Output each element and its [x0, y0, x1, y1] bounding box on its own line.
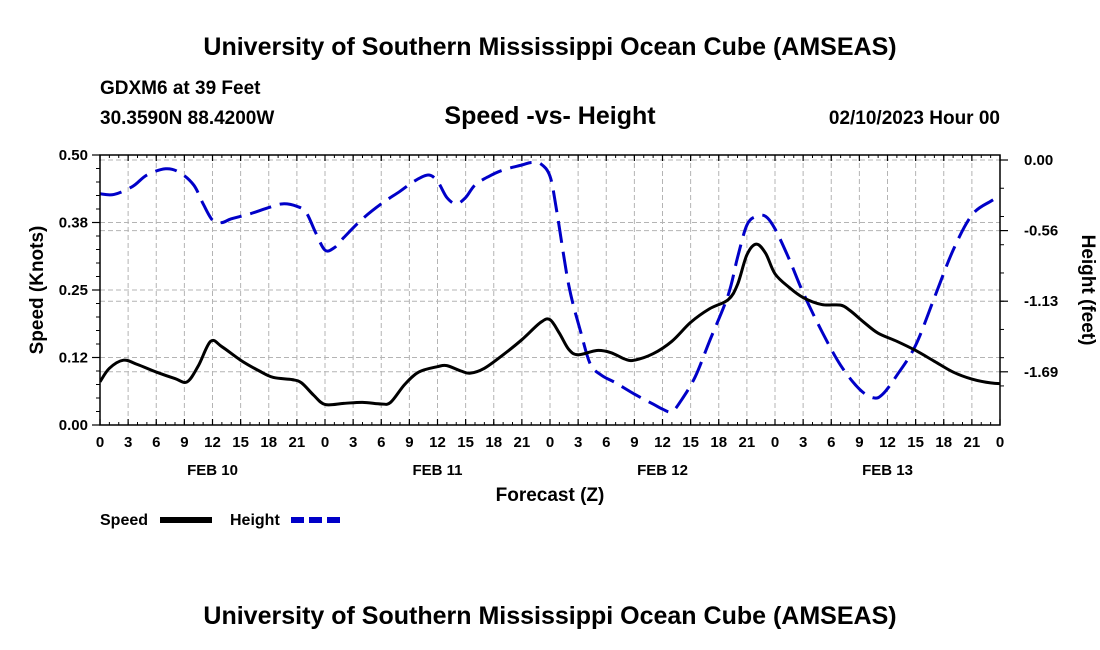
x-tick-label: 12	[879, 434, 896, 451]
x-tick-label: 0	[771, 434, 779, 451]
x-tick-label: 18	[935, 434, 952, 451]
chart-header-title: University of Southern Mississippi Ocean…	[203, 33, 896, 61]
x-tick-label: 12	[429, 434, 446, 451]
y2-tick-label: -1.69	[1024, 364, 1058, 381]
day-label: FEB 11	[412, 462, 462, 479]
x-tick-label: 12	[204, 434, 221, 451]
legend-speed-label: Speed	[100, 512, 148, 529]
x-tick-label: 15	[232, 434, 249, 451]
x-tick-label: 21	[289, 434, 306, 451]
day-label: FEB 12	[637, 462, 688, 479]
x-tick-label: 9	[630, 434, 638, 451]
x-axis-label: Forecast (Z)	[496, 485, 605, 506]
x-tick-label: 6	[152, 434, 160, 451]
x-tick-label: 0	[321, 434, 329, 451]
legend-height-label: Height	[230, 512, 280, 529]
y-tick-label: 0.50	[59, 147, 88, 164]
x-tick-label: 18	[485, 434, 502, 451]
x-tick-label: 6	[602, 434, 610, 451]
day-label: FEB 13	[862, 462, 913, 479]
y-tick-label: 0.38	[59, 215, 88, 232]
y-tick-label: 0.25	[59, 282, 88, 299]
x-tick-label: 9	[855, 434, 863, 451]
x-tick-label: 9	[405, 434, 413, 451]
x-tick-label: 3	[349, 434, 357, 451]
x-tick-label: 6	[827, 434, 835, 451]
x-tick-label: 0	[996, 434, 1004, 451]
y2-axis-label: Height (feet)	[1077, 235, 1098, 346]
y-tick-label: 0.12	[59, 350, 88, 367]
grid-lines	[100, 155, 1000, 425]
x-tick-label: 15	[907, 434, 924, 451]
x-tick-label: 3	[799, 434, 807, 451]
x-tick-label: 12	[654, 434, 671, 451]
x-tick-label: 18	[710, 434, 727, 451]
x-tick-label: 15	[457, 434, 474, 451]
y-axis-label: Speed (Knots)	[27, 226, 48, 355]
station-label: GDXM6 at 39 Feet	[100, 78, 261, 99]
series-layer	[100, 160, 1000, 414]
y2-tick-label: -0.56	[1024, 223, 1058, 240]
x-tick-label: 9	[180, 434, 188, 451]
y2-tick-label: 0.00	[1024, 152, 1053, 169]
x-tick-label: 3	[574, 434, 582, 451]
x-tick-label: 15	[682, 434, 699, 451]
series-line-height	[100, 160, 1000, 414]
coordinates-label: 30.3590N 88.4200W	[100, 108, 274, 129]
x-tick-label: 0	[546, 434, 554, 451]
x-tick-label: 0	[96, 434, 104, 451]
x-tick-label: 6	[377, 434, 385, 451]
series-line-speed	[100, 242, 1000, 407]
chart-title: Speed -vs- Height	[444, 102, 656, 130]
axes-layer: 0 3 6 9 12 15 18 21 0 3 6 9 12 15 18 21 0 3 6 9 12 15 18 21 0 3 6 9…	[59, 147, 1058, 479]
x-tick-label: 21	[739, 434, 756, 451]
x-tick-label: 3	[124, 434, 132, 451]
day-label: FEB 10	[187, 462, 238, 479]
footer-chart-title: University of Southern Mississippi Ocean…	[203, 602, 896, 630]
date-label: 02/10/2023 Hour 00	[829, 108, 1000, 129]
x-tick-label: 21	[964, 434, 981, 451]
y2-tick-label: -1.13	[1024, 293, 1058, 310]
y-tick-label: 0.00	[59, 417, 88, 434]
x-tick-label: 21	[514, 434, 531, 451]
legend: Speed Height	[100, 512, 343, 529]
x-tick-label: 18	[260, 434, 277, 451]
